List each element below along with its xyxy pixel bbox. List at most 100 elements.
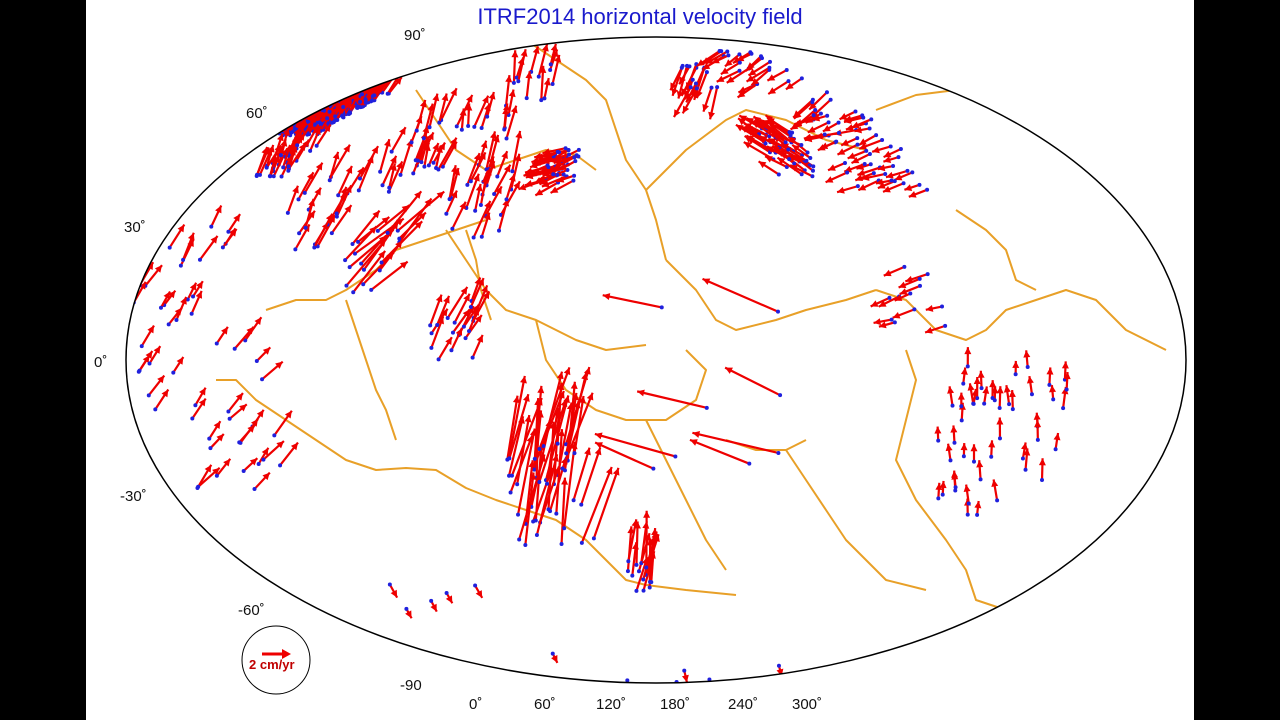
map-outline — [125, 36, 1187, 684]
velocity-arrow-head — [339, 88, 347, 97]
station-dot — [995, 498, 1000, 503]
station-dot — [917, 283, 922, 288]
velocity-arrow-head — [543, 78, 551, 86]
station-dot — [625, 678, 630, 683]
velocity-arrow-head — [366, 71, 373, 80]
station-dot — [546, 507, 551, 512]
velocity-arrow-head — [725, 367, 733, 374]
station-dot — [1040, 478, 1045, 483]
station-dot — [336, 193, 341, 198]
velocity-arrow-head — [291, 111, 299, 120]
station-dot — [936, 438, 941, 443]
velocity-arrow-head — [326, 95, 334, 104]
velocity-arrow-head — [702, 62, 711, 70]
station-dot — [845, 170, 850, 175]
station-dot — [561, 172, 566, 177]
station-dot — [167, 245, 172, 250]
velocity-arrow-shaft — [580, 466, 613, 544]
station-dot — [626, 559, 631, 564]
velocity-arrow-head — [554, 54, 562, 63]
velocity-arrow-head — [877, 164, 886, 172]
station-dot — [507, 456, 512, 461]
velocity-arrow-head — [445, 595, 453, 604]
velocity-arrow-head — [788, 136, 797, 144]
velocity-arrow-head — [673, 109, 681, 118]
velocity-arrow-head — [215, 205, 222, 214]
velocity-arrow-head — [1023, 448, 1031, 456]
velocity-arrow-shaft — [351, 209, 381, 245]
velocity-arrow-head — [515, 130, 523, 139]
velocity-arrow-head — [996, 386, 1004, 394]
velocity-arrow-head — [602, 293, 611, 301]
velocity-arrow-head — [292, 136, 300, 144]
velocity-arrow-head — [381, 80, 389, 89]
station-dot — [555, 172, 560, 177]
station-dot — [651, 466, 656, 471]
velocity-arrow-shaft — [509, 434, 534, 493]
station-dot — [825, 113, 830, 118]
velocity-arrow-head — [344, 81, 352, 90]
velocity-arrow-head — [368, 77, 375, 86]
velocity-arrow-head — [518, 183, 527, 191]
station-dot — [548, 62, 553, 67]
station-dot — [370, 98, 375, 103]
velocity-arrow-head — [298, 102, 305, 111]
station-dot — [768, 59, 773, 64]
station-dot — [537, 447, 542, 452]
velocity-arrow-head — [752, 121, 761, 129]
map-background — [126, 37, 1186, 683]
velocity-arrow-head — [147, 325, 154, 334]
station-dot — [545, 481, 550, 486]
velocity-arrow-head — [805, 116, 814, 123]
velocity-arrow-head — [343, 144, 350, 153]
velocity-arrow-head — [743, 142, 752, 149]
velocity-arrow-head — [337, 86, 345, 94]
velocity-arrow-head — [625, 685, 632, 693]
station-dot — [805, 150, 810, 155]
velocity-arrow-head — [161, 389, 169, 398]
velocity-arrow-head — [290, 110, 298, 118]
velocity-arrow-head — [807, 126, 816, 133]
velocity-arrow-head — [371, 69, 379, 78]
velocity-arrow-head — [945, 443, 953, 452]
velocity-arrow-head — [292, 108, 299, 117]
velocity-arrow-head — [309, 101, 317, 110]
velocity-arrow-head — [327, 89, 334, 97]
velocity-arrow-head — [383, 73, 391, 81]
velocity-arrow-head — [216, 434, 224, 442]
station-dot — [516, 79, 521, 84]
station-dot — [352, 251, 357, 256]
station-dot — [559, 541, 564, 546]
latitude-labels: 90˚ 60˚ 30˚ 0˚ -30˚ -60˚ -90 — [94, 27, 426, 694]
velocity-arrow-head — [450, 190, 458, 199]
velocity-arrow-head — [809, 102, 817, 110]
station-dot — [855, 136, 860, 141]
velocity-arrow-head — [382, 71, 390, 80]
velocity-arrow-head — [365, 75, 372, 84]
station-dot — [227, 416, 232, 421]
station-dot — [952, 440, 957, 445]
velocity-arrow-head — [970, 444, 978, 452]
velocity-arrow-head — [308, 210, 315, 219]
station-dot — [302, 190, 307, 195]
velocity-arrow-shaft — [510, 397, 543, 476]
station-dot — [322, 108, 327, 113]
velocity-arrow-head — [348, 70, 355, 79]
velocity-arrow-head — [745, 63, 754, 71]
velocity-arrow-head — [378, 67, 385, 76]
velocity-arrow-head — [344, 86, 352, 95]
station-dot — [532, 456, 537, 461]
station-dot — [193, 403, 198, 408]
station-dot — [278, 463, 283, 468]
station-dot — [171, 370, 176, 375]
velocity-arrow-head — [777, 157, 786, 165]
velocity-arrow-head — [767, 74, 776, 81]
velocity-arrow-head — [768, 138, 777, 145]
velocity-arrow-shaft — [560, 477, 567, 545]
velocity-arrow-shaft — [516, 428, 536, 515]
velocity-arrow-head — [960, 443, 968, 451]
velocity-arrow-head — [508, 173, 516, 182]
velocity-arrow-head — [313, 96, 320, 105]
velocity-arrow-head — [366, 76, 374, 84]
velocity-arrow-head — [254, 317, 262, 326]
